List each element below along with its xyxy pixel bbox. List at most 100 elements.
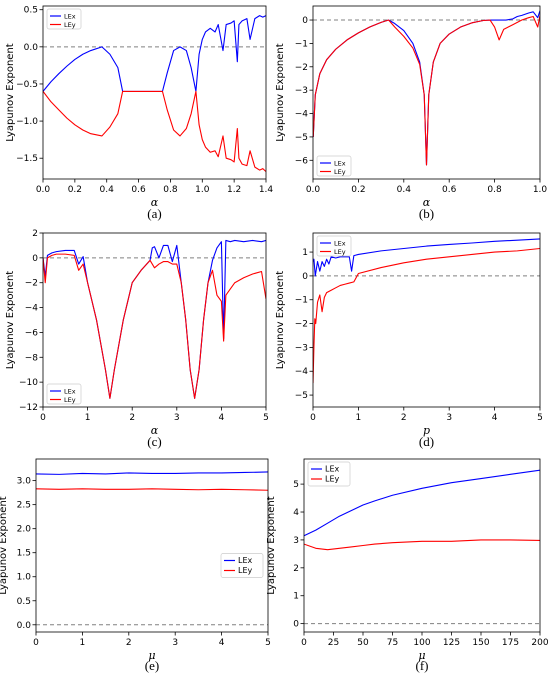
x-tick-label: 125 [443, 638, 460, 648]
y-tick-label: 2 [32, 229, 38, 239]
series-line-lex [36, 471, 268, 475]
chart-panel-e: 0 1 2 3 4 5 0.0 0.5 1.0 1.5 2.0 2.5 3.0 μ Lyapunov Exp… [0, 458, 271, 673]
legend-label-ley: LEy [325, 475, 340, 484]
y-tick-label: 0 [302, 272, 308, 282]
x-tick-label: 50 [357, 638, 369, 648]
series-line-ley [313, 247, 540, 384]
y-tick-label: 1.5 [17, 549, 31, 559]
y-tick-label: 0.5 [17, 597, 31, 607]
y-tick-label: −3 [295, 86, 308, 96]
series-line-lex [304, 469, 540, 537]
x-tick-label: 0.0 [306, 185, 321, 195]
legend-label-lex: LEx [64, 388, 76, 396]
y-tick-label: −2 [295, 63, 308, 73]
x-tick-label: 0.6 [442, 185, 457, 195]
panel-caption: (b) [419, 206, 434, 221]
y-tick-label: −4 [295, 110, 309, 120]
x-tick-label: 3 [172, 638, 178, 648]
legend-label-lex: LEx [325, 465, 340, 474]
x-tick-label: 1.0 [533, 185, 548, 195]
legend-label-ley: LEy [238, 566, 253, 575]
series-line-ley [313, 15, 540, 166]
legend-label-ley: LEy [64, 396, 76, 404]
x-tick-label: 0 [40, 413, 46, 423]
x-tick-label: 1 [356, 413, 362, 423]
x-tick-label: 2 [129, 413, 135, 423]
chart-panel-d: 0 1 2 3 4 5 −5 −4 −3 −2 −1 0 1 p Lyapunov Exponent LExL… [275, 232, 543, 449]
legend-label-ley: LEy [334, 168, 346, 176]
legend-label-lex: LEx [238, 556, 253, 565]
y-tick-label: 2 [293, 564, 299, 574]
x-tick-label: 0.2 [68, 185, 82, 195]
legend-label-ley: LEy [334, 248, 346, 256]
plot-frame [35, 458, 269, 633]
y-tick-label: 4 [293, 508, 299, 518]
x-tick-label: 0.6 [131, 185, 146, 195]
chart-panel-f: 0 25 50 75 100 125 150 175 200 0 1 2 3 4 5 μ Lyapunov Ex… [266, 458, 549, 673]
y-tick-label: 5 [293, 480, 299, 490]
x-tick-label: 4 [219, 638, 225, 648]
y-tick-label: −3 [295, 343, 308, 353]
x-tick-label: 175 [502, 638, 519, 648]
x-tick-label: 5 [263, 413, 269, 423]
x-tick-label: 1.0 [195, 185, 210, 195]
legend-label-lex: LEx [334, 160, 346, 168]
x-tick-label: 150 [472, 638, 489, 648]
x-tick-label: 1.4 [259, 185, 274, 195]
chart-panel-a: 0.0 0.2 0.4 0.6 0.8 1.0 1.2 1.4 −1.5 −1.0 −0.5 0.0 0… [5, 5, 274, 221]
panel-caption: (a) [147, 206, 161, 221]
y-tick-label: −5 [295, 391, 308, 401]
x-tick-label: 4 [492, 413, 498, 423]
legend-label-lex: LEx [334, 240, 346, 248]
x-tick-label: 75 [387, 638, 398, 648]
y-tick-label: 0 [293, 620, 299, 630]
y-tick-label: 0 [302, 16, 308, 26]
x-tick-label: 0.0 [36, 185, 51, 195]
panel-caption: (e) [145, 658, 159, 673]
y-tick-label: −10 [19, 378, 38, 388]
series-line-ley [36, 488, 268, 491]
y-axis-label: Lyapunov Exponent [275, 43, 286, 141]
y-tick-label: −0.5 [16, 80, 38, 90]
y-tick-label: −6 [295, 156, 309, 166]
y-tick-label: −1.5 [16, 154, 38, 164]
series-line-lex [313, 238, 540, 277]
chart-panel-c: 0 1 2 3 4 5 −12 −10 −8 −6 −4 −2 0 2 α Lyapunov Exponent… [5, 229, 269, 449]
x-tick-label: 1 [85, 413, 91, 423]
x-axis-label: μ [418, 649, 425, 662]
x-tick-label: 100 [413, 638, 430, 648]
x-tick-label: 3 [446, 413, 452, 423]
y-tick-label: −1 [295, 39, 308, 49]
legend-box [307, 461, 351, 487]
y-axis-label: Lyapunov Exponent [5, 43, 16, 141]
plot-frame [312, 5, 541, 180]
x-tick-label: 0.8 [487, 185, 502, 195]
series-line-ley [43, 90, 266, 172]
plot-frame [312, 232, 541, 408]
x-tick-label: 2 [401, 413, 407, 423]
series-line-ley [43, 253, 266, 399]
y-tick-label: −8 [25, 353, 39, 363]
chart-panel-b: 0.0 0.2 0.4 0.6 0.8 1.0 −6 −5 −4 −3 −2 −1 0 α Lyapunov… [275, 5, 548, 221]
y-tick-label: 2.0 [17, 525, 32, 535]
y-tick-label: −1.0 [16, 117, 38, 127]
y-tick-label: 0 [32, 254, 38, 264]
x-tick-label: 0.4 [397, 185, 412, 195]
y-axis-label: Lyapunov Exponent [5, 271, 16, 369]
y-tick-label: 3 [293, 536, 299, 546]
y-tick-label: 0.5 [24, 6, 38, 16]
legend-box [220, 553, 264, 578]
y-axis-label: Lyapunov Exponent [275, 271, 286, 369]
y-tick-label: −6 [25, 328, 39, 338]
legend-label-lex: LEx [64, 13, 76, 21]
x-tick-label: 200 [531, 638, 548, 648]
series-line-lex [313, 10, 540, 166]
x-axis-label: p [423, 424, 430, 437]
y-axis-label: Lyapunov Exponent [266, 496, 277, 594]
y-tick-label: −5 [295, 133, 308, 143]
